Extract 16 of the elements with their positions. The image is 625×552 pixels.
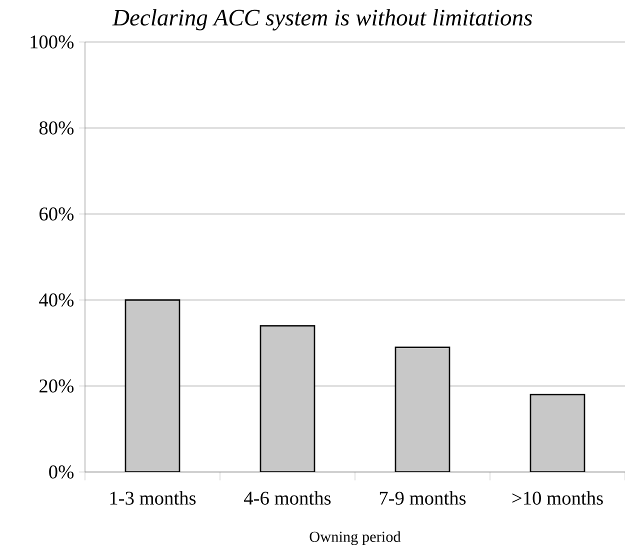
x-axis-title: Owning period xyxy=(310,531,401,546)
x-tick-label: 7-9 months xyxy=(380,491,466,505)
y-tick-label: 40% xyxy=(39,293,74,307)
y-tick-label: 80% xyxy=(39,121,74,135)
bar xyxy=(530,394,586,472)
x-tick-label: 4-6 months xyxy=(244,491,331,505)
bar xyxy=(124,299,180,472)
y-tick-label: 20% xyxy=(40,379,74,393)
bar xyxy=(260,325,316,472)
chart-title: Declaring ACC system is without limitations xyxy=(112,9,532,30)
bar xyxy=(394,346,450,472)
y-tick-label: 100% xyxy=(30,35,74,49)
x-tick-label: >10 months xyxy=(512,491,603,505)
y-tick-label: 60% xyxy=(40,207,74,221)
y-tick-label: 0% xyxy=(49,465,74,479)
x-tick-label: 1-3 months xyxy=(110,491,196,505)
